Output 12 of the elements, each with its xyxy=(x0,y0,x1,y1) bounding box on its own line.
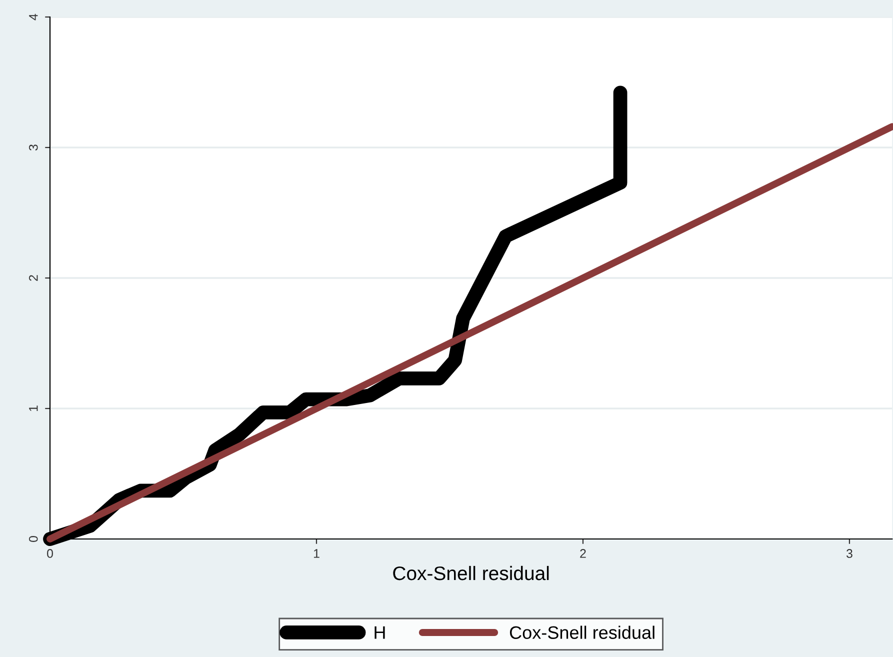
x-tick-label: 3 xyxy=(846,549,852,558)
x-axis-title: Cox-Snell residual xyxy=(393,566,549,580)
legend-label: Cox-Snell residual xyxy=(510,626,654,639)
y-tick-label: 4 xyxy=(29,14,38,20)
y-tick-label: 1 xyxy=(29,406,38,412)
x-tick-label: 0 xyxy=(47,549,53,558)
y-tick-label: 3 xyxy=(28,144,38,150)
x-tick-label: 2 xyxy=(580,549,586,558)
x-tick-label: 1 xyxy=(314,549,320,558)
y-tick-label: 2 xyxy=(28,275,38,281)
y-tick-label: 0 xyxy=(28,536,38,542)
legend-label: H xyxy=(374,626,385,639)
